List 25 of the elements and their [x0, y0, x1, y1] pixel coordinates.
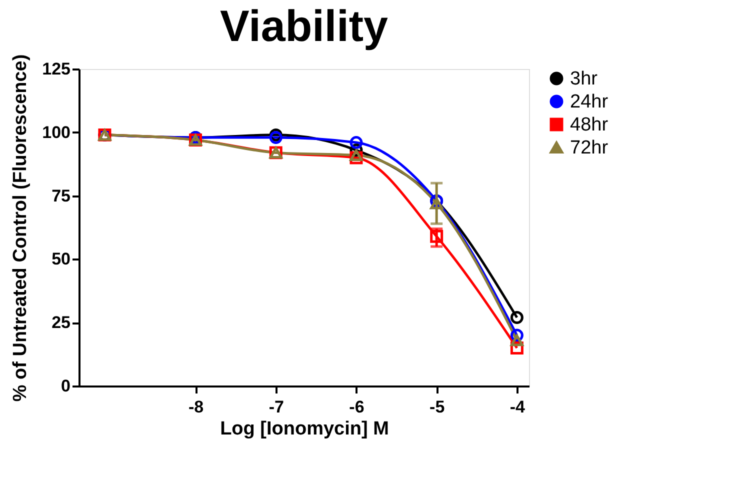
point — [350, 136, 363, 150]
y-tick-label: 50 — [52, 250, 70, 269]
point — [350, 149, 363, 162]
x-tick-label: -7 — [268, 398, 284, 416]
x-tick-label: -6 — [349, 398, 364, 416]
point — [430, 198, 444, 210]
chart-title: Viability — [220, 2, 388, 51]
y-tick-label: 25 — [52, 313, 70, 332]
point — [269, 130, 282, 144]
y-tick-label: 75 — [52, 186, 70, 206]
point — [510, 311, 524, 324]
point — [510, 334, 524, 346]
x-tick-label: -5 — [430, 398, 445, 416]
point — [430, 230, 444, 243]
y-tick-label: 125 — [42, 60, 70, 78]
legend-label: 24hr — [570, 92, 609, 112]
y-tick-label: 100 — [42, 122, 70, 142]
legend-label: 3hr — [570, 68, 598, 90]
x-axis-title: Log [Ionomycin] M — [220, 418, 389, 440]
x-tick-label: -8 — [188, 398, 204, 416]
legend-label: 72hr — [570, 138, 609, 158]
y-tick-label: 0 — [61, 376, 70, 396]
x-tick-label: -4 — [510, 398, 526, 416]
legend-label: 48hr — [570, 114, 609, 136]
y-axis-title: % of Untreated Control (Fluorescence) — [10, 54, 32, 402]
